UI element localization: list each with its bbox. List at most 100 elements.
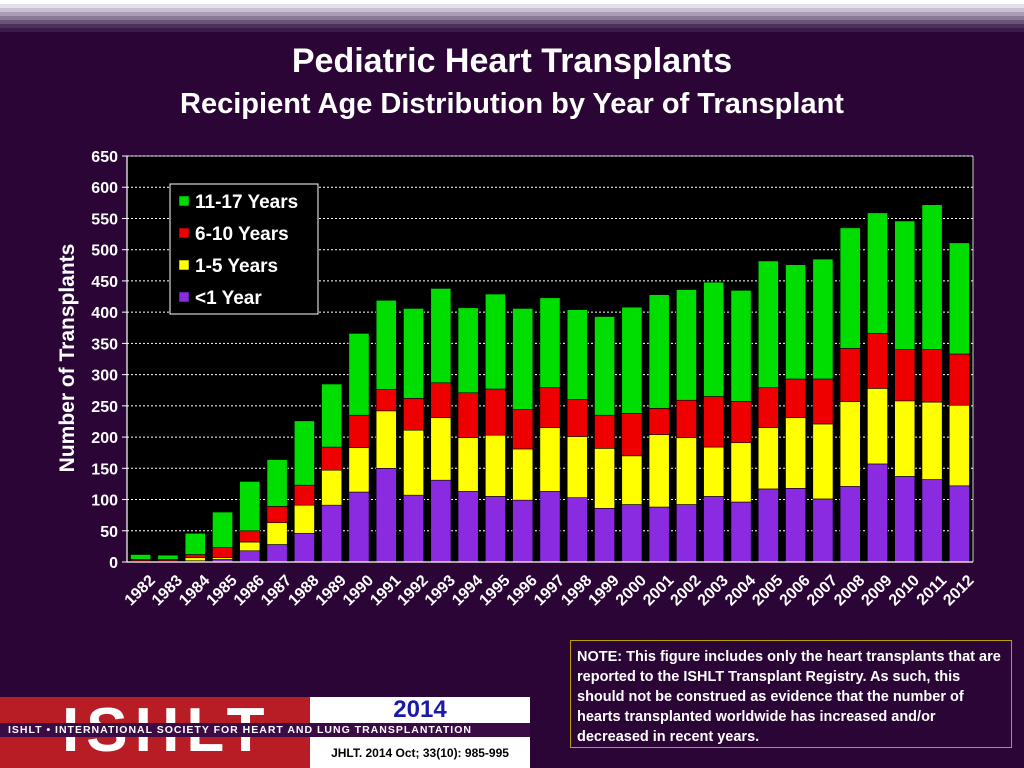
chart-bars (130, 204, 970, 563)
x-tick-label: 2002 (667, 572, 704, 609)
bar-segment (785, 487, 807, 563)
x-tick-label: 2009 (858, 572, 895, 609)
bar-segment (594, 414, 615, 449)
bar-segment (621, 455, 643, 505)
bar-segment (457, 392, 479, 439)
bar-segment (375, 389, 397, 412)
bar-segment (457, 437, 479, 492)
x-tick-label: 2011 (914, 572, 951, 609)
bar-segment (839, 227, 861, 349)
bar-segment (621, 306, 643, 414)
bar-segment (839, 348, 861, 402)
stacked-bar-chart: 0 50 100 150 200 250 300 350 400 450 500 550 600 650 1… (56, 149, 978, 609)
bar-segment (321, 383, 343, 448)
bar-segment (512, 409, 534, 450)
legend-swatch (178, 259, 190, 271)
x-tick-label: 1998 (558, 572, 595, 609)
bar-segment (839, 486, 861, 563)
x-tick-label: 1989 (313, 572, 350, 609)
bar-segment (348, 491, 370, 563)
bar-segment (566, 399, 588, 437)
bar-segment (921, 204, 943, 350)
bar-segment (839, 401, 861, 487)
y-tick-label: 450 (91, 274, 118, 291)
y-tick-label: 650 (91, 149, 118, 166)
bar-segment (648, 408, 670, 435)
y-tick-label: 200 (91, 430, 118, 447)
bar-segment (375, 468, 397, 563)
x-tick-label: 1986 (231, 572, 268, 609)
x-tick-label: 1987 (258, 572, 295, 609)
bar-segment (485, 293, 506, 390)
bar-segment (594, 448, 615, 509)
bar-segment (321, 446, 343, 471)
bar-segment (403, 429, 424, 496)
bar-segment (785, 264, 807, 380)
bar-segment (239, 530, 261, 543)
bar-segment (348, 414, 370, 448)
bar-segment (730, 501, 752, 563)
bar-segment (184, 532, 206, 555)
bar-segment (812, 423, 834, 500)
x-tick-label: 1991 (367, 572, 404, 609)
bar-segment (894, 220, 916, 350)
bar-segment (457, 491, 479, 563)
bar-segment (512, 499, 534, 563)
bar-segment (266, 522, 288, 545)
bar-segment (703, 496, 725, 563)
legend-swatch (178, 227, 190, 239)
bar-segment (757, 427, 779, 490)
x-tick-label: 1990 (340, 572, 377, 609)
bar-segment (321, 469, 343, 506)
x-tick-label: 2004 (722, 572, 759, 609)
bar-segment (676, 289, 697, 401)
y-tick-label: 600 (91, 180, 118, 197)
bar-segment (512, 448, 534, 501)
x-tick-label: 1994 (449, 572, 486, 609)
bar-segment (184, 557, 206, 562)
bar-segment (266, 544, 288, 563)
y-axis-label: Number of Transplants (56, 244, 79, 473)
legend-swatch (178, 291, 190, 303)
x-tick-label: 2000 (613, 572, 650, 609)
bar-segment (867, 388, 888, 465)
header-stripes (0, 0, 1024, 36)
bar-segment (948, 242, 970, 355)
y-tick-label: 100 (91, 493, 118, 510)
x-tick-label: 1985 (204, 572, 241, 609)
bar-segment (539, 427, 561, 492)
bar-segment (566, 497, 588, 563)
bar-segment (894, 349, 916, 402)
bar-segment (730, 401, 752, 443)
x-tick-label: 2007 (804, 572, 841, 609)
legend-label: <1 Year (195, 288, 262, 309)
x-tick-label: 2005 (749, 572, 786, 609)
x-tick-label: 1996 (504, 572, 541, 609)
bar-segment (921, 401, 943, 480)
bar-segment (457, 307, 479, 394)
bar-segment (757, 488, 779, 563)
bar-segment (894, 400, 916, 477)
legend-label: 6-10 Years (195, 224, 289, 245)
x-tick-label: 1992 (395, 572, 432, 609)
bar-segment (785, 378, 807, 419)
bar-segment (948, 485, 970, 563)
x-tick-label: 2012 (940, 572, 977, 609)
bar-segment (730, 442, 752, 503)
x-tick-label: 1993 (422, 572, 459, 609)
legend-box (169, 183, 319, 315)
bar-segment (403, 398, 424, 431)
legend-swatch (178, 195, 190, 207)
bar-segment (403, 494, 424, 563)
bar-segment (867, 463, 888, 563)
bar-segment (512, 308, 534, 410)
bar-segment (184, 554, 206, 558)
bar-segment (212, 547, 233, 558)
bar-segment (621, 504, 643, 563)
x-tick-label: 1995 (476, 572, 513, 609)
logo-organization-line: ISHLT • INTERNATIONAL SOCIETY FOR HEART … (0, 723, 530, 737)
bar-segment (921, 479, 943, 563)
bar-segment (566, 436, 588, 498)
bar-segment (921, 349, 943, 403)
